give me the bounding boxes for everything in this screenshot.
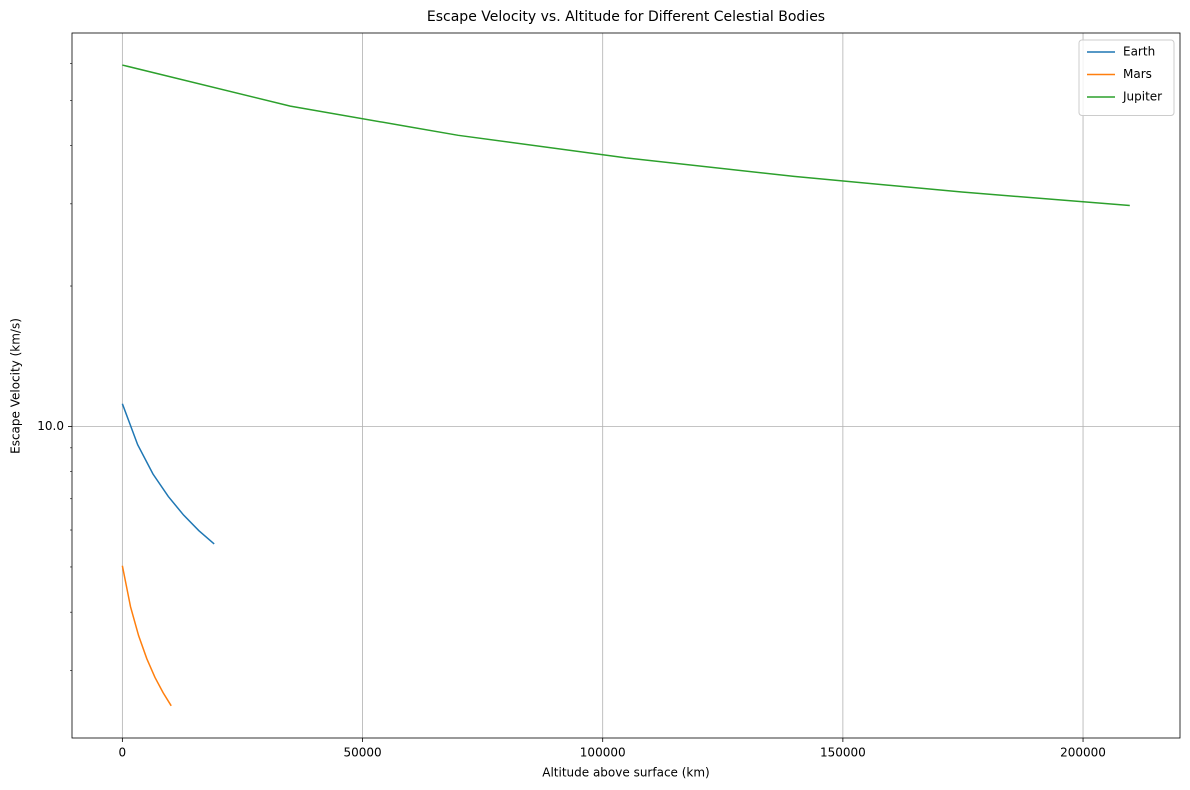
x-tick-label: 150000 [820, 746, 866, 760]
legend-label: Jupiter [1122, 90, 1162, 104]
line-series [122, 64, 1130, 207]
chart-title: Escape Velocity vs. Altitude for Differe… [427, 9, 825, 25]
y-tick-label: 10.0 [37, 419, 64, 433]
x-tick-label: 100000 [580, 746, 626, 760]
line-series [121, 565, 172, 707]
x-tick-label: 200000 [1060, 746, 1106, 760]
x-tick-label: 50000 [343, 746, 381, 760]
legend: Earth Mars Jupiter [1078, 39, 1175, 116]
legend-label: Mars [1123, 67, 1152, 81]
x-axis-label: Altitude above surface (km) [542, 766, 709, 780]
legend-label: Earth [1123, 45, 1155, 59]
y-axis-label: Escape Velocity (km/s) [9, 318, 23, 454]
line-series [121, 403, 215, 545]
plot-frame [71, 32, 1181, 739]
x-tick-label: 0 [119, 746, 127, 760]
